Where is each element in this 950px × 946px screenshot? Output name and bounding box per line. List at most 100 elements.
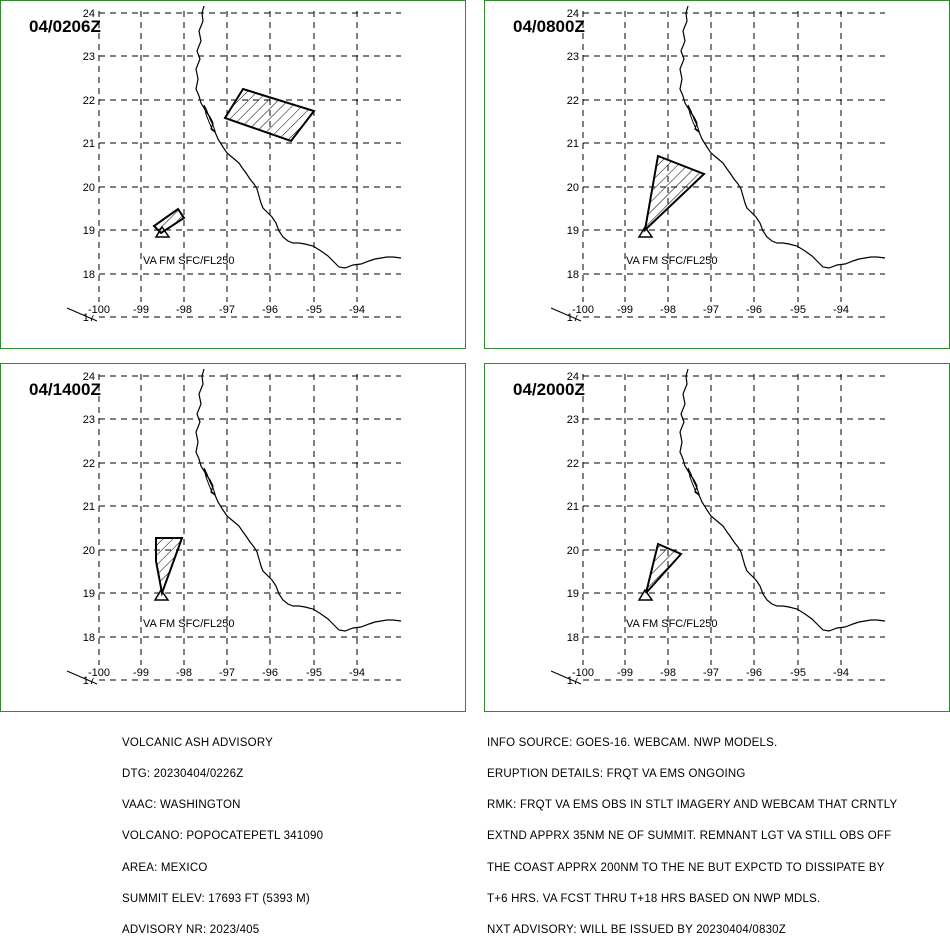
latitude-label: 24: [83, 371, 95, 383]
latitude-label: 20: [83, 545, 95, 557]
advisory-line: VOLCANO: POPOCATEPETL 341090: [122, 830, 324, 843]
longitude-label: -95: [306, 304, 322, 316]
ash-polygon-near-volcano: [152, 207, 186, 235]
longitude-label: -95: [790, 304, 806, 316]
longitude-label: -94: [349, 304, 365, 316]
coastline: [679, 5, 886, 269]
latitude-label: 24: [567, 371, 579, 383]
lagoon-outline: [203, 104, 216, 133]
latitude-label: 19: [83, 588, 95, 600]
advisory-line: ERUPTION DETAILS: FRQT VA EMS ONGOING: [487, 768, 746, 781]
coastline-path: [195, 368, 402, 632]
latitude-label: 19: [83, 225, 95, 237]
volcano-symbol: [154, 225, 171, 238]
longitude-label: -94: [833, 667, 849, 679]
advisory-line: AREA: MEXICO: [122, 861, 208, 874]
advisory-line: THE COAST APPRX 200NM TO THE NE BUT EXPC…: [487, 861, 885, 874]
pointer-line: [66, 670, 98, 685]
longitude-label: -96: [262, 667, 278, 679]
latitude-label: 20: [567, 545, 579, 557]
coastline: [195, 5, 402, 269]
longitude-label: -100: [572, 667, 594, 679]
ash-height-label: VA FM SFC/FL250: [626, 618, 718, 630]
coastline: [195, 368, 402, 632]
advisory-line: RMK: FRQT VA EMS OBS IN STLT IMAGERY AND…: [487, 799, 898, 812]
map-panel-1: 24 23 22 21 20 19 18 17 -100 -99 -98 -97 -96 -95 -94 0…: [0, 0, 466, 349]
latitude-label: 20: [83, 182, 95, 194]
latitude-label: 22: [567, 458, 579, 470]
coastline: [679, 368, 886, 632]
latitude-label: 18: [567, 632, 579, 644]
lagoon-outline: [687, 104, 700, 133]
latitude-label: 21: [567, 138, 579, 150]
volcano-symbol: [153, 588, 170, 601]
latitude-label: 18: [567, 269, 579, 281]
longitude-label: -100: [88, 667, 110, 679]
latitude-label: 24: [567, 8, 579, 20]
map-panel-3: 24 23 22 21 20 19 18 17 -100 -99 -98 -97 -96 -95 -94 0…: [0, 363, 466, 712]
advisory-line: NXT ADVISORY: WILL BE ISSUED BY 20230404…: [487, 924, 786, 937]
advisory-line: INFO SOURCE: GOES-16. WEBCAM. NWP MODELS…: [487, 736, 778, 749]
lagoon-outline: [687, 467, 700, 496]
longitude-label: -98: [660, 304, 676, 316]
latitude-label: 22: [567, 95, 579, 107]
longitude-label: -97: [219, 304, 235, 316]
longitude-label: -97: [219, 667, 235, 679]
longitude-label: -98: [660, 667, 676, 679]
latitude-label: 19: [567, 225, 579, 237]
latitude-label: 23: [83, 51, 95, 63]
ash-height-label: VA FM SFC/FL250: [143, 255, 235, 267]
ash-polygon: [643, 154, 706, 233]
longitude-label: -94: [349, 667, 365, 679]
advisory-remarks-text: INFO SOURCE: GOES-16. WEBCAM. NWP MODELS…: [487, 717, 897, 946]
latitude-label: 23: [83, 414, 95, 426]
advisory-line: VOLCANIC ASH ADVISORY: [122, 736, 273, 749]
longitude-label: -96: [746, 304, 762, 316]
volcano-symbol: [637, 225, 654, 238]
ash-height-label: VA FM SFC/FL250: [143, 618, 235, 630]
ash-polygon-offshore: [223, 87, 316, 143]
latitude-label: 24: [83, 8, 95, 20]
latitude-label: 23: [567, 414, 579, 426]
volcano-symbol: [637, 588, 654, 601]
longitude-label: -96: [746, 667, 762, 679]
latitude-label: 19: [567, 588, 579, 600]
longitude-label: -94: [833, 304, 849, 316]
longitude-label: -99: [617, 304, 633, 316]
advisory-line: T+6 HRS. VA FCST THRU T+18 HRS BASED ON …: [487, 892, 821, 905]
longitude-label: -97: [703, 304, 719, 316]
advisory-line: ADVISORY NR: 2023/405: [122, 924, 260, 937]
advisory-line: DTG: 20230404/0226Z: [122, 768, 244, 781]
ash-height-label: VA FM SFC/FL250: [626, 255, 718, 267]
ash-polygon: [645, 542, 683, 594]
panel-dtg: 04/2000Z: [513, 380, 585, 399]
lagoon-outline: [203, 467, 216, 496]
panel-dtg: 04/1400Z: [29, 380, 101, 399]
longitude-label: -97: [703, 667, 719, 679]
longitude-label: -96: [262, 304, 278, 316]
latitude-label: 20: [567, 182, 579, 194]
latitude-label: 22: [83, 458, 95, 470]
coastline-path: [195, 5, 402, 269]
latitude-label: 23: [567, 51, 579, 63]
latitude-label: 21: [83, 501, 95, 513]
ash-polygon: [155, 537, 184, 597]
longitude-label: -99: [133, 667, 149, 679]
longitude-label: -99: [133, 304, 149, 316]
panel-dtg: 04/0800Z: [513, 17, 585, 36]
longitude-label: -99: [617, 667, 633, 679]
panel-dtg: 04/0206Z: [29, 17, 101, 36]
map-panel-2: 24 23 22 21 20 19 18 17 -100 -99 -98 -97 -96 -95 -94 0…: [484, 0, 950, 349]
advisory-line: VAAC: WASHINGTON: [122, 799, 241, 812]
advisory-header-text: VOLCANIC ASH ADVISORY DTG: 20230404/0226…: [122, 717, 323, 946]
pointer-line: [550, 670, 582, 685]
longitude-label: -95: [790, 667, 806, 679]
longitude-label: -98: [176, 667, 192, 679]
latitude-label: 21: [567, 501, 579, 513]
